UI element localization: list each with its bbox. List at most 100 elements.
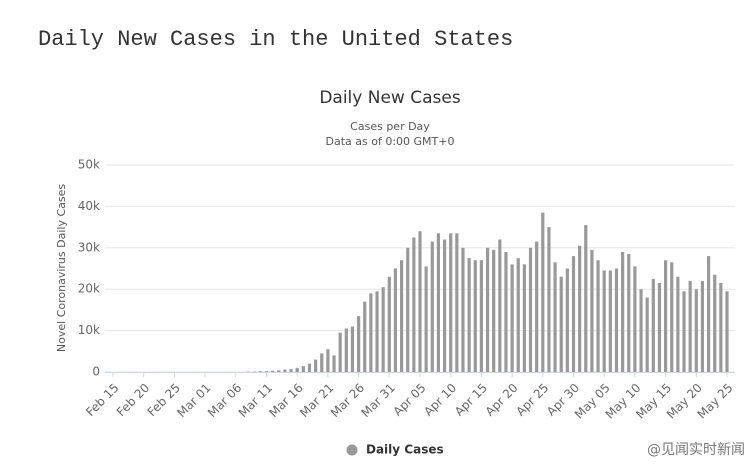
x-tick-label: Apr 20 bbox=[483, 381, 521, 419]
x-tick-label: Mar 31 bbox=[358, 381, 397, 420]
bar bbox=[504, 251, 508, 372]
bar bbox=[271, 370, 275, 372]
bar bbox=[559, 276, 563, 372]
bar bbox=[381, 287, 385, 372]
bar bbox=[424, 266, 428, 372]
bar bbox=[387, 276, 391, 372]
bar bbox=[393, 268, 398, 372]
bar bbox=[713, 274, 717, 372]
bar bbox=[314, 359, 318, 372]
bar bbox=[541, 212, 545, 372]
bar bbox=[657, 282, 662, 372]
bar bbox=[461, 247, 465, 372]
x-tick-label: Apr 05 bbox=[391, 381, 429, 419]
bar bbox=[535, 241, 539, 372]
x-tick-label: Feb 15 bbox=[83, 381, 121, 419]
watermark: @见闻实时新闻 bbox=[647, 442, 745, 458]
bar bbox=[320, 353, 324, 372]
bar bbox=[412, 237, 416, 372]
bar bbox=[357, 316, 361, 372]
bar bbox=[307, 363, 312, 372]
bar bbox=[719, 282, 723, 372]
bar bbox=[344, 328, 348, 372]
bar bbox=[596, 260, 600, 372]
bar bbox=[332, 355, 336, 372]
bar bbox=[442, 239, 447, 372]
bar bbox=[547, 227, 551, 372]
x-tick-label: Apr 10 bbox=[421, 381, 459, 419]
bar bbox=[430, 241, 434, 372]
bar bbox=[363, 301, 367, 372]
bar bbox=[700, 280, 705, 372]
x-tick-label: Apr 15 bbox=[452, 381, 490, 419]
y-axis-label: Novel Coronavirus Daily Cases bbox=[55, 184, 68, 352]
bar bbox=[295, 367, 299, 372]
bar bbox=[369, 293, 373, 372]
bar bbox=[688, 280, 692, 372]
bar bbox=[602, 270, 606, 372]
bar bbox=[639, 289, 643, 372]
bar bbox=[338, 332, 342, 372]
bar bbox=[449, 233, 453, 372]
bar bbox=[399, 260, 404, 372]
bar bbox=[608, 270, 612, 372]
bar bbox=[528, 247, 533, 372]
bar bbox=[283, 369, 287, 372]
bar bbox=[485, 247, 490, 372]
bar bbox=[516, 258, 520, 372]
chart-title: Daily New Cases bbox=[319, 88, 461, 108]
bar bbox=[614, 268, 619, 372]
bar bbox=[584, 225, 588, 372]
bar bbox=[553, 262, 557, 372]
legend-marker bbox=[346, 444, 358, 456]
y-tick-label: 20k bbox=[78, 282, 100, 296]
page-title: Daily New Cases in the United States bbox=[38, 27, 513, 52]
bar bbox=[565, 268, 569, 372]
bar bbox=[277, 370, 281, 372]
bar bbox=[418, 231, 422, 372]
bar bbox=[406, 247, 410, 372]
bar bbox=[670, 262, 674, 372]
bar bbox=[578, 245, 582, 372]
bar bbox=[473, 260, 477, 372]
bar bbox=[590, 249, 594, 372]
y-tick-label: 0 bbox=[92, 365, 100, 379]
bar bbox=[375, 291, 379, 372]
x-tick-label: Feb 20 bbox=[114, 381, 152, 419]
bar bbox=[645, 297, 649, 372]
chart-subtitle: Cases per Day bbox=[350, 120, 430, 133]
bar bbox=[492, 249, 496, 372]
bar bbox=[664, 260, 668, 372]
bar bbox=[694, 289, 698, 372]
bar bbox=[522, 264, 526, 372]
bar bbox=[621, 251, 625, 372]
bar bbox=[676, 276, 680, 372]
bar bbox=[633, 266, 637, 372]
bar bbox=[436, 233, 441, 372]
y-tick-label: 10k bbox=[78, 323, 100, 337]
bar bbox=[258, 371, 262, 372]
bar bbox=[510, 264, 514, 372]
bar bbox=[326, 349, 330, 372]
bar bbox=[264, 371, 269, 372]
bar bbox=[301, 366, 305, 372]
bar bbox=[350, 326, 355, 372]
bar bbox=[289, 369, 293, 372]
y-tick-label: 40k bbox=[78, 199, 100, 213]
bar bbox=[627, 254, 631, 372]
bar bbox=[455, 233, 459, 372]
bar bbox=[571, 256, 576, 372]
bar bbox=[682, 291, 686, 372]
legend-label: Daily Cases bbox=[366, 443, 444, 457]
bar bbox=[467, 258, 471, 372]
bar bbox=[479, 260, 483, 372]
chart-subtitle: Data as of 0:00 GMT+0 bbox=[326, 135, 455, 148]
y-tick-label: 30k bbox=[78, 240, 100, 254]
bar bbox=[498, 239, 502, 372]
x-tick-label: Apr 25 bbox=[513, 381, 551, 419]
y-tick-label: 50k bbox=[78, 158, 100, 172]
bar bbox=[651, 278, 655, 372]
bar bbox=[725, 291, 729, 372]
